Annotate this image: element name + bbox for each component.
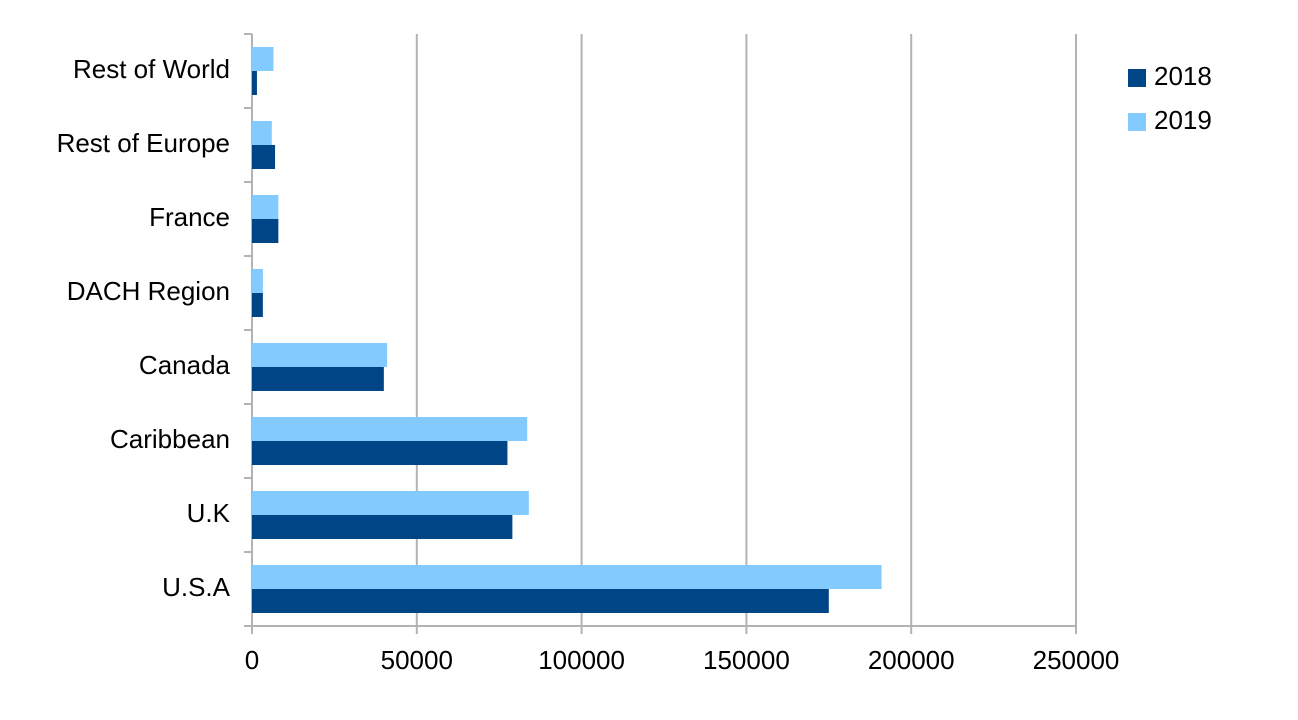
y-tick-label: Canada bbox=[139, 350, 231, 380]
bar bbox=[252, 293, 263, 317]
legend-swatch bbox=[1128, 69, 1146, 87]
y-tick-label: DACH Region bbox=[67, 276, 230, 306]
bar bbox=[252, 343, 388, 367]
bar bbox=[252, 565, 882, 589]
bar bbox=[252, 417, 528, 441]
x-tick-label: 100000 bbox=[538, 645, 625, 675]
bar bbox=[252, 367, 384, 391]
bar bbox=[252, 121, 272, 145]
legend-label: 2018 bbox=[1154, 61, 1212, 91]
y-tick-label: Rest of World bbox=[73, 54, 230, 84]
bar bbox=[252, 441, 508, 465]
bar bbox=[252, 47, 274, 71]
legend-label: 2019 bbox=[1154, 105, 1212, 135]
bar bbox=[252, 515, 513, 539]
y-tick-label: U.S.A bbox=[162, 572, 231, 602]
bar bbox=[252, 195, 279, 219]
bar bbox=[252, 145, 276, 169]
y-tick-label: France bbox=[149, 202, 230, 232]
x-tick-label: 150000 bbox=[703, 645, 790, 675]
x-tick-label: 50000 bbox=[381, 645, 453, 675]
y-tick-label: U.K bbox=[187, 498, 231, 528]
x-tick-label: 250000 bbox=[1033, 645, 1120, 675]
bar bbox=[252, 71, 257, 95]
bar bbox=[252, 491, 529, 515]
bar bbox=[252, 269, 263, 293]
legend-swatch bbox=[1128, 113, 1146, 131]
y-tick-label: Caribbean bbox=[110, 424, 230, 454]
x-tick-label: 200000 bbox=[868, 645, 955, 675]
y-tick-label: Rest of Europe bbox=[57, 128, 230, 158]
x-tick-label: 0 bbox=[245, 645, 259, 675]
bar bbox=[252, 589, 829, 613]
bar bbox=[252, 219, 279, 243]
